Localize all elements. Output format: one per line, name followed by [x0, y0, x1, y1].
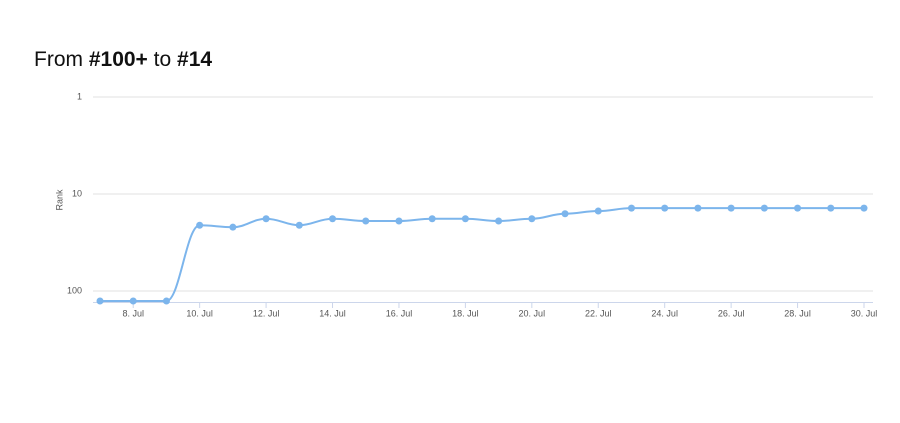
point [594, 207, 602, 215]
y-tick-label: 10 [72, 188, 82, 198]
point [760, 204, 768, 212]
y-tick-label: 100 [67, 285, 82, 295]
title-to: #14 [177, 48, 213, 71]
x-tick-label: 22. Jul [585, 308, 612, 318]
point [694, 204, 702, 212]
x-tick-label: 26. Jul [718, 308, 745, 318]
point [262, 215, 270, 223]
point [428, 215, 436, 223]
title-prefix: From [34, 48, 83, 71]
point [395, 217, 403, 225]
point [162, 297, 170, 305]
x-tick-label: 8. Jul [122, 308, 144, 318]
x-tick-label: 18. Jul [452, 308, 479, 318]
point [229, 223, 237, 231]
title-from: #100+ [88, 48, 148, 71]
point [295, 221, 303, 229]
point [461, 215, 469, 223]
point [727, 204, 735, 212]
x-tick-label: 12. Jul [253, 308, 280, 318]
title: From #100+ to #14 [34, 48, 212, 72]
x-tick-label: 24. Jul [651, 308, 678, 318]
y-tick-label: 1 [77, 91, 82, 101]
point [96, 297, 104, 305]
title-middle: to [153, 48, 172, 71]
x-tick-label: 14. Jul [319, 308, 346, 318]
point [362, 217, 370, 225]
x-tick-label: 20. Jul [519, 308, 546, 318]
point [329, 215, 337, 223]
point [561, 210, 569, 218]
x-tick-label: 30. Jul [851, 308, 878, 318]
point [528, 215, 536, 223]
point [196, 221, 204, 229]
point [129, 297, 137, 305]
point [827, 204, 835, 212]
point [661, 204, 669, 212]
y-axis-label: Rank [54, 189, 64, 211]
x-tick-label: 16. Jul [386, 308, 413, 318]
point [860, 204, 868, 212]
point [627, 204, 635, 212]
point [495, 217, 503, 225]
point [794, 204, 802, 212]
x-tick-label: 28. Jul [784, 308, 811, 318]
x-tick-label: 10. Jul [186, 308, 213, 318]
series-line [100, 207, 864, 303]
